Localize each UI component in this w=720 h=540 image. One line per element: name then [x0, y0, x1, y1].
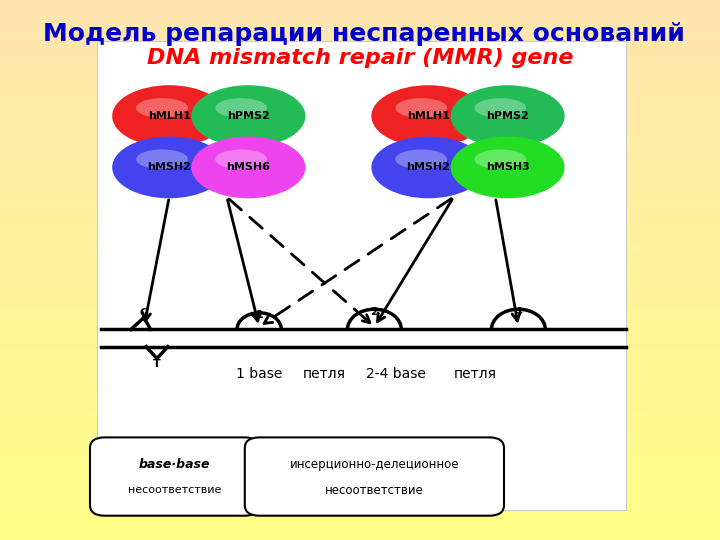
Ellipse shape — [215, 98, 267, 118]
Ellipse shape — [215, 150, 267, 169]
Text: hPMS2: hPMS2 — [227, 111, 270, 121]
Text: hMSH3: hMSH3 — [486, 163, 529, 172]
Text: 4: 4 — [515, 307, 522, 317]
Ellipse shape — [451, 85, 564, 147]
FancyBboxPatch shape — [97, 40, 626, 510]
Text: 2: 2 — [371, 307, 378, 317]
Ellipse shape — [451, 137, 564, 198]
Text: 2-4 base: 2-4 base — [366, 367, 426, 381]
Text: Модель репарации неспаренных оснований: Модель репарации неспаренных оснований — [43, 22, 685, 45]
Text: 1: 1 — [256, 310, 263, 320]
Ellipse shape — [474, 98, 526, 118]
Ellipse shape — [474, 150, 526, 169]
Ellipse shape — [112, 85, 226, 147]
Text: G: G — [140, 307, 148, 318]
Ellipse shape — [372, 85, 485, 147]
Text: hMSH2: hMSH2 — [148, 163, 191, 172]
Text: петля: петля — [302, 367, 346, 381]
Text: hMLH1: hMLH1 — [407, 111, 450, 121]
Text: hMSH6: hMSH6 — [226, 163, 271, 172]
Ellipse shape — [136, 98, 188, 118]
Ellipse shape — [395, 98, 447, 118]
FancyBboxPatch shape — [245, 437, 504, 516]
Ellipse shape — [192, 137, 305, 198]
Text: DNA mismatch repair (MMR) gene: DNA mismatch repair (MMR) gene — [147, 48, 573, 68]
Ellipse shape — [112, 137, 226, 198]
Text: hMSH2: hMSH2 — [407, 163, 450, 172]
Ellipse shape — [136, 150, 188, 169]
Ellipse shape — [372, 137, 485, 198]
Text: base·base: base·base — [139, 457, 210, 471]
Text: несоответствие: несоответствие — [325, 484, 424, 497]
Text: hMLH1: hMLH1 — [148, 111, 191, 121]
Text: 1 base: 1 base — [236, 367, 282, 381]
Text: hPMS2: hPMS2 — [486, 111, 529, 121]
Ellipse shape — [192, 85, 305, 147]
Text: петля: петля — [454, 367, 497, 381]
Text: инсерционно-делеционное: инсерционно-делеционное — [289, 457, 459, 471]
Ellipse shape — [395, 150, 447, 169]
Text: несоответствие: несоответствие — [128, 485, 221, 495]
FancyBboxPatch shape — [90, 437, 259, 516]
Text: T: T — [153, 359, 161, 369]
